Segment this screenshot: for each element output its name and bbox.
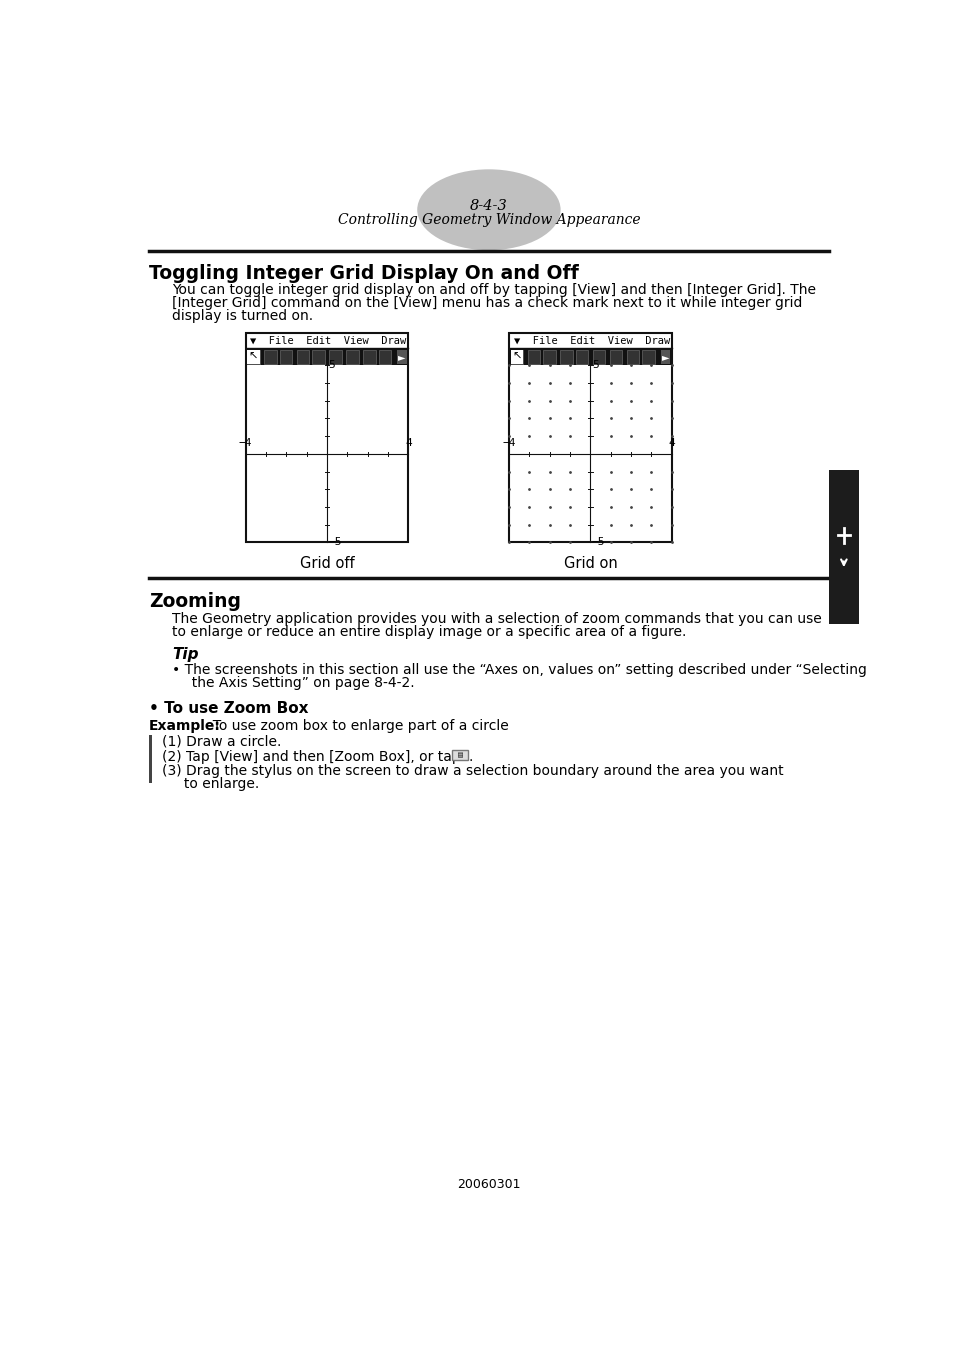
Bar [592, 350, 604, 363]
Text: to enlarge.: to enlarge. [162, 778, 259, 791]
Text: Controlling Geometry Window Appearance: Controlling Geometry Window Appearance [337, 213, 639, 227]
Bar [247, 350, 259, 363]
Bar [527, 350, 539, 363]
Text: • To use Zoom Box: • To use Zoom Box [149, 701, 308, 716]
Bar [510, 350, 522, 363]
Text: 4: 4 [404, 439, 412, 448]
Text: (3) Drag the stylus on the screen to draw a selection boundary around the area y: (3) Drag the stylus on the screen to dra… [162, 764, 782, 778]
Bar [245, 333, 408, 543]
Text: ▤: ▤ [457, 751, 462, 760]
Text: −5: −5 [328, 537, 341, 547]
Text: −4: −4 [238, 439, 252, 448]
Text: .: . [468, 749, 473, 764]
Bar [363, 350, 375, 363]
Text: Example:: Example: [149, 720, 220, 733]
Text: [Integer Grid] command on the [View] menu has a check mark next to it while inte: [Integer Grid] command on the [View] men… [172, 296, 801, 310]
Bar [559, 350, 572, 363]
Bar [828, 470, 858, 624]
Text: (2) Tap [View] and then [Zoom Box], or tap: (2) Tap [View] and then [Zoom Box], or t… [162, 749, 460, 764]
Text: The Geometry application provides you with a selection of zoom commands that you: The Geometry application provides you wi… [172, 612, 821, 625]
Text: −4: −4 [502, 439, 516, 448]
Text: ▼  File  Edit  View  Draw: ▼ File Edit View Draw [513, 336, 669, 346]
Bar [542, 350, 555, 363]
Bar [279, 350, 292, 363]
Bar [247, 350, 259, 363]
Bar [641, 350, 654, 363]
Bar [245, 348, 408, 366]
Text: (1) Draw a circle.: (1) Draw a circle. [162, 734, 281, 749]
Text: display is turned on.: display is turned on. [172, 309, 313, 323]
Text: Toggling Integer Grid Display On and Off: Toggling Integer Grid Display On and Off [149, 263, 578, 282]
Bar [264, 350, 276, 363]
Text: • The screenshots in this section all use the “Axes on, values on” setting descr: • The screenshots in this section all us… [172, 663, 866, 676]
Bar [510, 350, 522, 363]
Text: the Axis Setting” on page 8-4-2.: the Axis Setting” on page 8-4-2. [183, 675, 414, 690]
Text: To use zoom box to enlarge part of a circle: To use zoom box to enlarge part of a cir… [204, 720, 509, 733]
Bar [452, 751, 468, 760]
Text: Grid on: Grid on [563, 556, 617, 571]
Bar [575, 350, 587, 363]
Ellipse shape [416, 169, 560, 250]
Text: ↖: ↖ [249, 352, 257, 362]
Text: 4: 4 [668, 439, 675, 448]
Text: Zooming: Zooming [149, 591, 240, 610]
Bar [509, 348, 671, 366]
Bar [149, 734, 152, 783]
Text: 5: 5 [592, 360, 598, 370]
Text: −5: −5 [592, 537, 605, 547]
Bar [397, 350, 406, 363]
Text: ►: ► [661, 352, 669, 362]
Text: 8-4-3: 8-4-3 [470, 198, 507, 213]
Bar [329, 350, 341, 363]
Text: to enlarge or reduce an entire display image or a specific area of a figure.: to enlarge or reduce an entire display i… [172, 625, 685, 639]
Bar [296, 350, 309, 363]
Text: You can toggle integer grid display on and off by tapping [View] and then [Integ: You can toggle integer grid display on a… [172, 284, 815, 297]
Bar [609, 350, 621, 363]
Bar [660, 350, 670, 363]
Text: ↖: ↖ [512, 352, 521, 362]
Text: 20060301: 20060301 [456, 1179, 520, 1192]
Text: Tip: Tip [172, 647, 198, 662]
Text: 5: 5 [328, 360, 335, 370]
Bar [346, 350, 358, 363]
Bar [378, 350, 391, 363]
Text: Grid off: Grid off [299, 556, 354, 571]
Text: ►: ► [398, 352, 405, 362]
Bar [509, 333, 671, 543]
Text: ▼  File  Edit  View  Draw: ▼ File Edit View Draw [250, 336, 406, 346]
Bar [626, 350, 639, 363]
Bar [312, 350, 324, 363]
